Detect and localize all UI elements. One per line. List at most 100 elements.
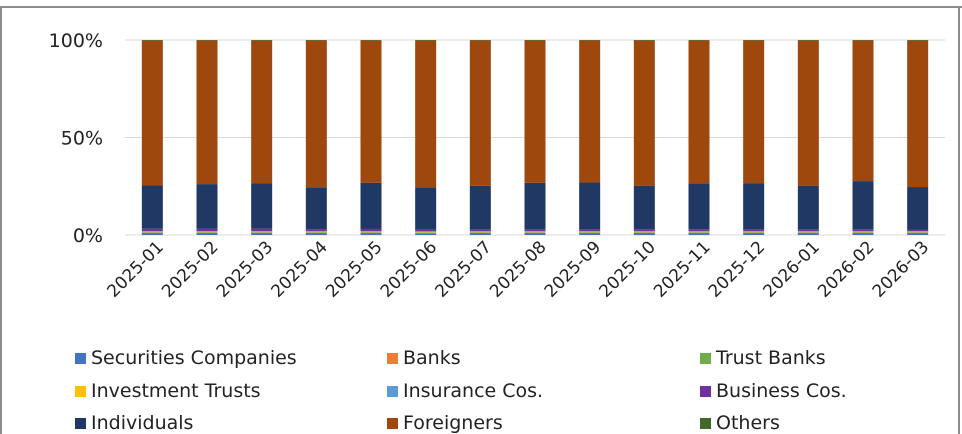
bar-segment [196,184,218,229]
bar-segment [251,231,273,232]
bar-segment [141,40,163,186]
bar-segment [743,233,765,235]
bar-segment [907,187,929,230]
bar-segment [469,231,491,232]
bar-segment [251,183,273,229]
x-tick-label: 2025-02 [158,237,222,301]
legend-label: Securities Companies [91,347,297,369]
bar-segment [305,229,327,232]
bar-segment [196,233,218,235]
bar-segment [415,231,437,232]
legend-item: Others [700,412,780,434]
x-tick-label: 2025-03 [213,237,277,301]
bar-segment [852,231,874,232]
bar-segment [688,40,710,184]
bar-segment [360,232,382,233]
bar-segment [524,182,546,230]
bar-segment [196,40,218,185]
bar-segment [360,231,382,232]
bar-stack-2025-05 [360,40,382,235]
legend-label: Individuals [91,412,194,434]
legend-label: Insurance Cos. [403,380,544,402]
bar-segment [469,233,491,235]
bar-segment [852,233,874,235]
bar-segment [797,229,819,232]
legend-item: Insurance Cos. [387,380,543,402]
y-tick-label: 0% [73,225,103,247]
bar-segment [524,40,546,183]
bar-segment [251,40,273,41]
bar-segment [907,231,929,232]
bar-segment [688,232,710,233]
x-tick-label: 2025-01 [104,237,168,301]
bar-segment [852,229,874,232]
frame-right-border [958,6,960,434]
bar-segment [360,228,382,232]
bar-segment [688,233,710,235]
bar-segment [415,187,437,230]
bar-segment [907,232,929,233]
legend-label: Business Cos. [716,380,847,402]
bar-segment [797,40,819,186]
bar-segment [141,232,163,233]
bar-segment [797,233,819,235]
bar-segment [305,232,327,233]
bar-segment [305,187,327,230]
x-tick-label: 2025-10 [596,237,660,301]
legend-swatch [387,352,398,364]
bar-segment [524,233,546,235]
bar-segment [251,228,273,232]
bar-segment [743,40,765,41]
bar-segment [360,40,382,183]
bar-segment [633,185,655,230]
legend-swatch [387,385,398,397]
x-tick-label: 2025-07 [432,237,496,301]
bar-stack-2025-01 [141,40,163,235]
y-axis-tick-labels: 0% 50% 100% [49,30,103,247]
x-tick-label: 2025-05 [322,237,386,301]
bar-segment [415,40,437,41]
x-tick-label: 2025-08 [486,237,550,301]
bar-segment [305,233,327,235]
legend-swatch [75,417,86,429]
legend-item: Foreigners [387,412,503,434]
bar-segment [579,40,601,41]
bar-segment [907,233,929,235]
x-tick-label: 2025-12 [705,237,769,301]
bar-segment [251,233,273,235]
bar-segment [141,233,163,235]
legend-item: Business Cos. [700,380,847,402]
x-axis-tick-labels: 2025-012025-022025-032025-042025-052025-… [104,237,934,301]
bar-segment [141,231,163,232]
bar-segment [305,231,327,232]
bar-segment [415,232,437,233]
bar-segment [196,40,218,41]
legend-item: Securities Companies [75,347,297,369]
bar-segment [469,185,491,230]
bar-segment [579,232,601,233]
legend-label: Others [716,412,780,434]
bar-segment [797,40,819,41]
bar-segment [469,40,491,41]
bar-segment [579,231,601,232]
bar-segment [415,40,437,188]
bar-segment [797,232,819,233]
legend-swatch [700,385,711,397]
bar-segment [797,185,819,230]
bar-segment [688,40,710,41]
bar-segment [305,40,327,188]
frame-top-border [0,6,962,8]
bar-stack-2025-07 [469,40,491,235]
legend-swatch [700,352,711,364]
x-tick-label: 2025-11 [650,237,714,301]
bar-segment [633,40,655,186]
bar-segment [141,40,163,41]
bar-segment [251,40,273,184]
bar-stack-2025-04 [305,40,327,235]
legend-swatch [75,352,86,364]
legend-swatch [75,385,86,397]
bar-segment [360,233,382,235]
bar-segment [196,231,218,232]
